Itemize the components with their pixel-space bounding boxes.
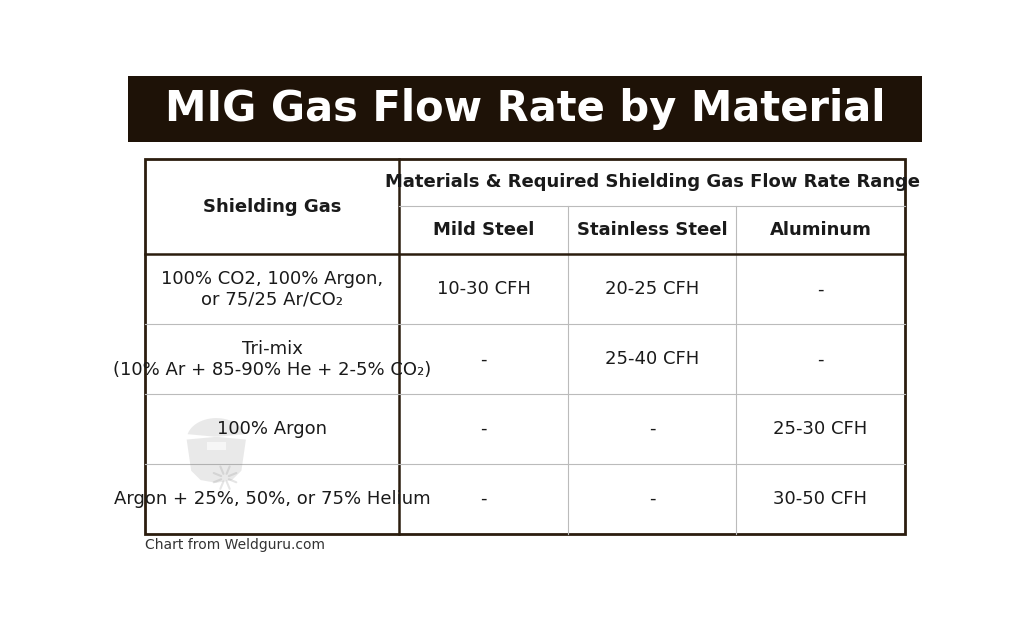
Text: Chart from Weldguru.com: Chart from Weldguru.com bbox=[145, 538, 325, 552]
Text: -: - bbox=[649, 420, 655, 438]
Text: -: - bbox=[480, 350, 486, 368]
Text: 100% Argon: 100% Argon bbox=[217, 420, 328, 438]
Text: MIG Gas Flow Rate by Material: MIG Gas Flow Rate by Material bbox=[165, 88, 885, 130]
Text: Tri-mix
(10% Ar + 85-90% He + 2-5% CO₂): Tri-mix (10% Ar + 85-90% He + 2-5% CO₂) bbox=[113, 340, 431, 379]
Text: -: - bbox=[817, 350, 823, 368]
Text: 10-30 CFH: 10-30 CFH bbox=[436, 280, 530, 298]
Text: 100% CO2, 100% Argon,
or 75/25 Ar/CO₂: 100% CO2, 100% Argon, or 75/25 Ar/CO₂ bbox=[161, 270, 383, 309]
Text: Mild Steel: Mild Steel bbox=[433, 221, 535, 239]
Text: Materials & Required Shielding Gas Flow Rate Range: Materials & Required Shielding Gas Flow … bbox=[385, 173, 920, 191]
Text: -: - bbox=[817, 280, 823, 298]
Text: -: - bbox=[480, 490, 486, 508]
Text: -: - bbox=[480, 420, 486, 438]
Polygon shape bbox=[186, 418, 246, 483]
Bar bbox=[128, 76, 922, 142]
Text: Argon + 25%, 50%, or 75% Helium: Argon + 25%, 50%, or 75% Helium bbox=[114, 490, 430, 508]
Text: 25-40 CFH: 25-40 CFH bbox=[605, 350, 699, 368]
Text: Stainless Steel: Stainless Steel bbox=[577, 221, 727, 239]
Text: 30-50 CFH: 30-50 CFH bbox=[773, 490, 867, 508]
Text: -: - bbox=[649, 490, 655, 508]
Text: 20-25 CFH: 20-25 CFH bbox=[605, 280, 699, 298]
Text: 25-30 CFH: 25-30 CFH bbox=[773, 420, 867, 438]
Text: Shielding Gas: Shielding Gas bbox=[203, 197, 341, 216]
Bar bbox=[145, 159, 904, 534]
Bar bbox=[207, 442, 226, 450]
Text: Aluminum: Aluminum bbox=[769, 221, 871, 239]
